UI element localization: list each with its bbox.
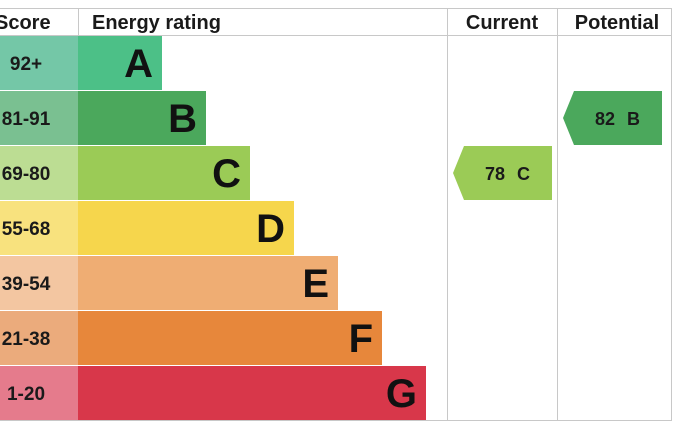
potential-rating: B bbox=[627, 109, 640, 129]
score-cell-a bbox=[0, 36, 78, 90]
rating-letter-f: F bbox=[349, 317, 373, 361]
current-value: 78 bbox=[485, 164, 505, 184]
rating-bar-d bbox=[78, 201, 294, 255]
rating-bar-c bbox=[78, 146, 250, 200]
rating-bar-f bbox=[78, 311, 382, 365]
current-rating: C bbox=[517, 164, 530, 184]
rating-markers: 78 C 82 B bbox=[453, 91, 662, 200]
score-range-d: 55-68 bbox=[2, 219, 51, 240]
rating-bar-b bbox=[78, 91, 206, 145]
score-range-a: 92+ bbox=[10, 54, 42, 75]
current-marker-label: 78 C bbox=[485, 164, 530, 184]
current-marker bbox=[453, 146, 552, 200]
rating-letter-e: E bbox=[302, 262, 329, 306]
rating-letter-a: A bbox=[124, 42, 153, 86]
potential-value: 82 bbox=[595, 109, 615, 129]
score-range-g: 1-20 bbox=[7, 384, 45, 405]
rating-bands: 92+ A 81-91 B 69-80 C 55-68 D 39-54 E 21-38 F 1-20 G bbox=[0, 36, 426, 420]
score-cell-b bbox=[0, 91, 78, 145]
score-range-f: 21-38 bbox=[2, 329, 51, 350]
potential-marker-label: 82 B bbox=[595, 109, 640, 129]
score-cell-d bbox=[0, 201, 78, 255]
potential-column-header: Potential bbox=[575, 12, 659, 34]
rating-column-header: Energy rating bbox=[92, 12, 221, 34]
score-range-b: 81-91 bbox=[2, 109, 51, 130]
score-range-c: 69-80 bbox=[2, 164, 51, 185]
chart-grid bbox=[0, 8, 672, 421]
score-range-e: 39-54 bbox=[2, 274, 51, 295]
rating-bar-a bbox=[78, 36, 162, 90]
score-cell-g bbox=[0, 366, 78, 420]
potential-marker bbox=[563, 91, 662, 145]
score-column-header: Score bbox=[0, 12, 51, 34]
rating-letter-c: C bbox=[212, 152, 241, 196]
score-cell-e bbox=[0, 256, 78, 310]
rating-bar-g bbox=[78, 366, 426, 420]
score-cell-f bbox=[0, 311, 78, 365]
rating-letter-b: B bbox=[168, 97, 197, 141]
rating-letter-g: G bbox=[386, 372, 417, 416]
rating-bar-e bbox=[78, 256, 338, 310]
rating-letter-d: D bbox=[256, 207, 285, 251]
score-cell-c bbox=[0, 146, 78, 200]
current-column-header: Current bbox=[466, 12, 539, 34]
